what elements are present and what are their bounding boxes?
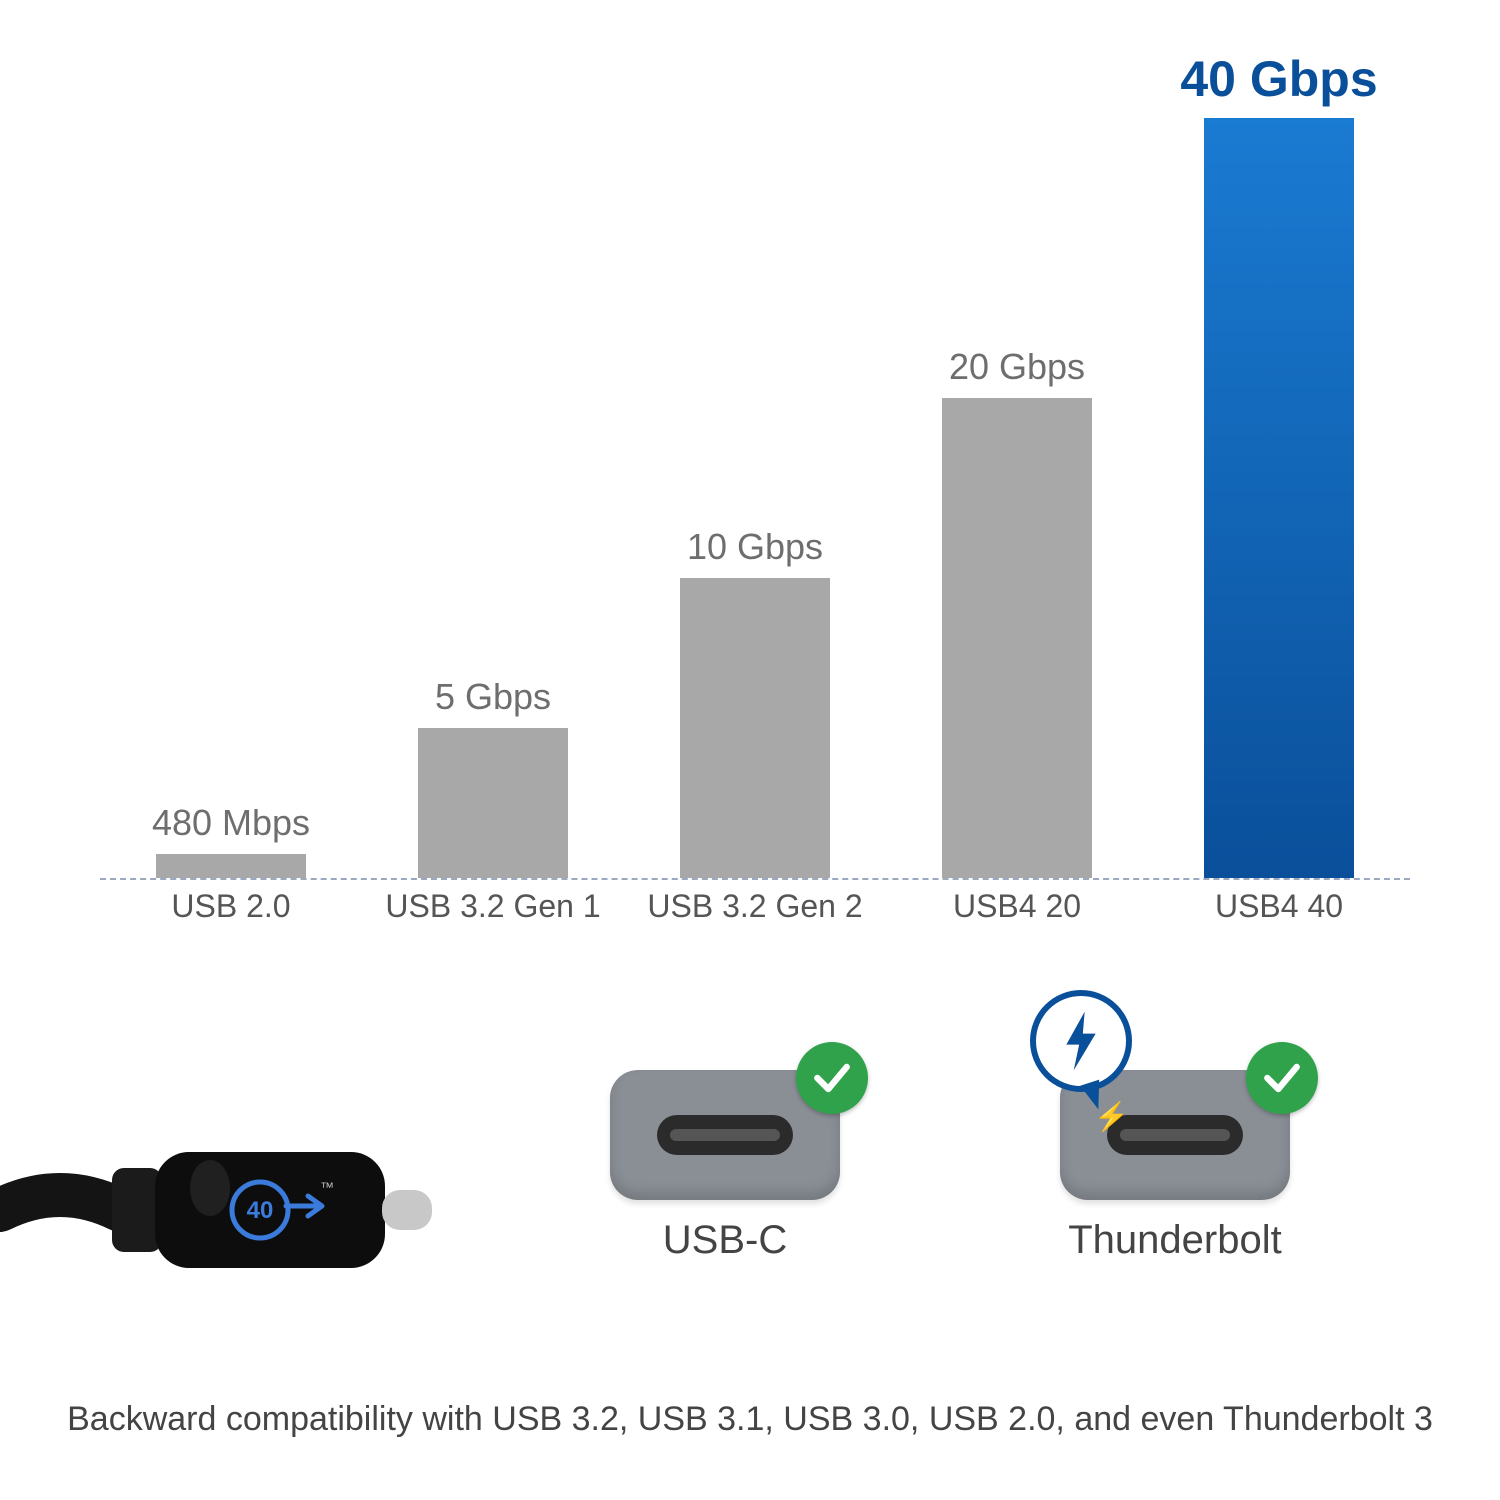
bar-value-label: 40 Gbps (1180, 50, 1377, 108)
bar-rect (156, 854, 306, 878)
thunderbolt-label: Thunderbolt (1060, 1218, 1290, 1263)
category-label: USB4 40 (1148, 880, 1410, 930)
bar-1: 5 Gbps (362, 676, 624, 878)
usb4-cable-icon: 40 ™ (0, 1110, 440, 1310)
bar-value-label: 480 Mbps (152, 802, 310, 844)
bar-rect (680, 578, 830, 878)
bar-value-label: 20 Gbps (949, 346, 1085, 388)
usbc-label: USB-C (610, 1218, 840, 1263)
speed-bar-chart: 480 Mbps5 Gbps10 Gbps20 Gbps40 Gbps USB … (100, 60, 1410, 930)
usbc-port-icon (610, 1070, 840, 1200)
category-label: USB 3.2 Gen 2 (624, 880, 886, 930)
bars-container: 480 Mbps5 Gbps10 Gbps20 Gbps40 Gbps (100, 58, 1410, 880)
bar-4: 40 Gbps (1148, 50, 1410, 878)
category-axis: USB 2.0USB 3.2 Gen 1USB 3.2 Gen 2USB4 20… (100, 880, 1410, 930)
usbc-port: USB-C (610, 1070, 840, 1263)
thunderbolt-bubble-icon (1030, 990, 1132, 1092)
svg-text:™: ™ (320, 1179, 334, 1195)
cable-speed-badge: 40 (247, 1197, 274, 1224)
bar-rect (1204, 118, 1354, 878)
bar-3: 20 Gbps (886, 346, 1148, 878)
bar-rect (418, 728, 568, 878)
bar-rect (942, 398, 1092, 878)
bar-0: 480 Mbps (100, 802, 362, 878)
check-icon (796, 1042, 868, 1114)
compatibility-caption: Backward compatibility with USB 3.2, USB… (0, 1400, 1500, 1439)
bar-value-label: 10 Gbps (687, 526, 823, 568)
bar-value-label: 5 Gbps (435, 676, 551, 718)
category-label: USB 3.2 Gen 1 (362, 880, 624, 930)
check-icon (1246, 1042, 1318, 1114)
thunderbolt-port: ⚡ Thunderbolt (1060, 1070, 1290, 1263)
category-label: USB 2.0 (100, 880, 362, 930)
connectors-panel: 40 ™ USB-C ⚡ Thunderbolt (0, 1020, 1500, 1350)
thunderbolt-port-icon: ⚡ (1060, 1070, 1290, 1200)
bar-2: 10 Gbps (624, 526, 886, 878)
category-label: USB4 20 (886, 880, 1148, 930)
